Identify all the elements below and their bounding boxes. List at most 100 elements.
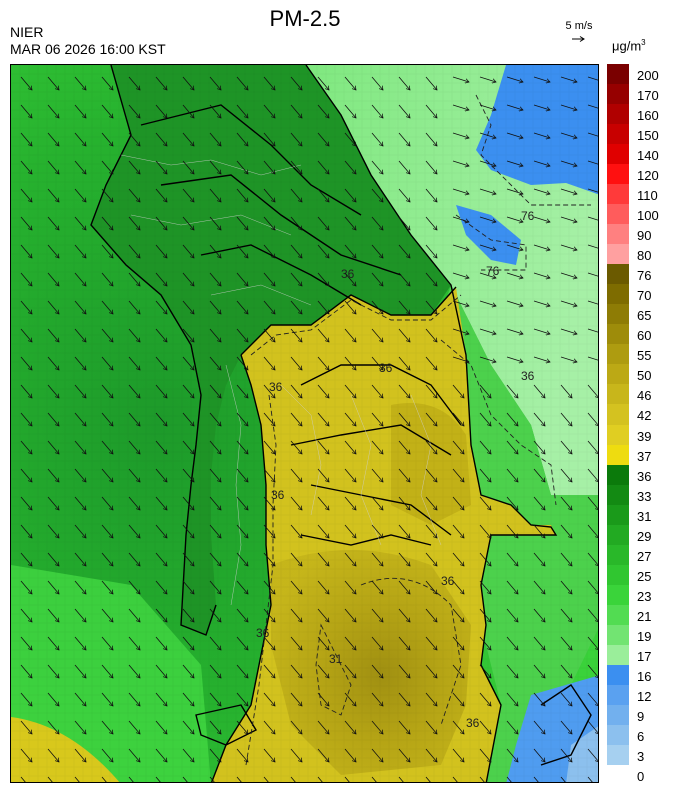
wind-arrow bbox=[101, 160, 113, 174]
wind-arrow bbox=[506, 216, 523, 222]
wind-arrow bbox=[74, 468, 86, 482]
wind-arrow bbox=[371, 412, 383, 426]
wind-arrow bbox=[47, 776, 53, 782]
wind-arrow bbox=[182, 244, 194, 258]
wind-arrow bbox=[371, 776, 377, 782]
wind-arrow bbox=[182, 216, 194, 230]
wind-arrow bbox=[182, 272, 194, 286]
wind-arrow bbox=[533, 104, 550, 110]
wind-arrow bbox=[560, 552, 572, 566]
wind-arrow bbox=[560, 384, 572, 398]
contour-label-76a: 76 bbox=[521, 209, 535, 223]
wind-arrow bbox=[290, 160, 302, 174]
wind-arrow bbox=[101, 76, 113, 90]
wind-arrow bbox=[101, 636, 113, 650]
wind-arrow bbox=[533, 412, 545, 426]
wind-arrow bbox=[263, 328, 275, 342]
wind-arrow bbox=[128, 412, 140, 426]
wind-arrow bbox=[398, 720, 410, 734]
wind-arrow bbox=[344, 720, 356, 734]
wind-arrow bbox=[371, 188, 383, 202]
wind-arrow bbox=[155, 580, 167, 594]
wind-arrow bbox=[74, 692, 86, 706]
wind-arrow bbox=[479, 216, 496, 222]
wind-arrow bbox=[560, 692, 572, 706]
wind-arrow bbox=[290, 440, 302, 454]
wind-arrow bbox=[155, 328, 167, 342]
wind-arrow bbox=[479, 76, 496, 82]
wind-arrow bbox=[506, 552, 518, 566]
wind-arrow bbox=[560, 104, 577, 110]
wind-arrow bbox=[182, 664, 194, 678]
scale-label: 60 bbox=[637, 328, 652, 344]
wind-arrow bbox=[74, 664, 86, 678]
wind-arrow bbox=[236, 132, 248, 146]
map-panel[interactable]: 76 76 36 36 36 36 36 36 36 31 36 bbox=[10, 64, 599, 783]
wind-arrow bbox=[371, 300, 383, 314]
wind-arrow bbox=[452, 468, 464, 482]
wind-arrow bbox=[425, 580, 437, 594]
wind-arrow bbox=[533, 776, 539, 782]
wind-arrow bbox=[182, 776, 188, 782]
wind-arrow bbox=[452, 188, 469, 194]
wind-arrow bbox=[209, 104, 221, 118]
wind-arrow bbox=[263, 412, 275, 426]
wind-arrow bbox=[317, 384, 329, 398]
wind-arrow bbox=[20, 76, 32, 90]
scale-label: 110 bbox=[637, 188, 658, 204]
wind-arrow bbox=[560, 580, 572, 594]
wind-arrow bbox=[128, 440, 140, 454]
wind-arrow bbox=[587, 776, 593, 782]
scale-segment bbox=[607, 104, 629, 125]
wind-arrow bbox=[398, 776, 404, 782]
wind-arrow bbox=[344, 104, 356, 118]
wind-arrow bbox=[155, 440, 167, 454]
wind-arrow bbox=[425, 776, 431, 782]
wind-arrow bbox=[533, 328, 550, 334]
wind-arrow bbox=[182, 328, 194, 342]
wind-arrow bbox=[47, 328, 59, 342]
wind-arrow bbox=[479, 244, 496, 250]
wind-arrow bbox=[74, 440, 86, 454]
wind-arrow bbox=[74, 132, 86, 146]
wind-arrow bbox=[533, 244, 550, 250]
wind-arrow bbox=[425, 552, 437, 566]
wind-arrow bbox=[317, 552, 329, 566]
wind-arrow bbox=[479, 272, 496, 278]
wind-arrow bbox=[506, 328, 523, 334]
wind-arrow bbox=[533, 720, 545, 734]
wind-arrow bbox=[344, 748, 356, 762]
wind-arrow bbox=[344, 244, 356, 258]
wind-arrow bbox=[47, 468, 59, 482]
wind-arrow bbox=[290, 776, 296, 782]
wind-arrow bbox=[20, 552, 32, 566]
wind-arrow bbox=[236, 244, 248, 258]
wind-arrow bbox=[290, 468, 302, 482]
wind-arrow bbox=[587, 720, 598, 734]
wind-arrow bbox=[128, 636, 140, 650]
wind-arrow bbox=[290, 300, 302, 314]
pm25-map[interactable]: 76 76 36 36 36 36 36 36 36 31 36 bbox=[11, 65, 599, 783]
wind-arrow bbox=[452, 104, 469, 110]
wind-arrow bbox=[182, 76, 194, 90]
wind-arrow bbox=[155, 132, 167, 146]
wind-arrow bbox=[506, 580, 518, 594]
scale-segment bbox=[607, 164, 629, 185]
wind-arrow bbox=[236, 216, 248, 230]
scale-label: 70 bbox=[637, 288, 652, 304]
wind-arrow bbox=[344, 664, 356, 678]
wind-arrow bbox=[317, 104, 329, 118]
wind-arrow bbox=[425, 328, 437, 342]
wind-arrow bbox=[506, 608, 518, 622]
wind-arrow bbox=[209, 776, 215, 782]
wind-arrow bbox=[209, 76, 221, 90]
wind-arrow bbox=[236, 580, 248, 594]
wind-arrow bbox=[101, 608, 113, 622]
wind-arrow bbox=[317, 580, 329, 594]
wind-arrow bbox=[182, 748, 194, 762]
wind-arrow bbox=[101, 244, 113, 258]
wind-arrow bbox=[479, 608, 491, 622]
wind-arrow bbox=[425, 300, 437, 314]
wind-arrow bbox=[317, 160, 329, 174]
wind-arrow bbox=[560, 748, 572, 762]
